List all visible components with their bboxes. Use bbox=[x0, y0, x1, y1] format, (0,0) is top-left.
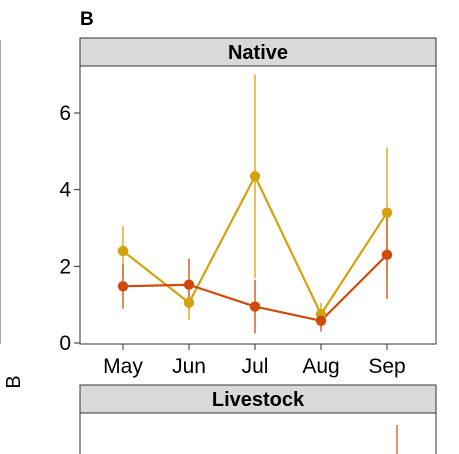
x-tick-label-jul: Jul bbox=[242, 355, 269, 378]
series-red-point-sep bbox=[381, 249, 393, 261]
series-gold-point-jul bbox=[249, 171, 261, 182]
native-points bbox=[117, 171, 393, 326]
livestock-plot-panel bbox=[79, 413, 437, 454]
y-axis-title: B bbox=[3, 375, 25, 388]
series-red-point-jun bbox=[183, 279, 195, 290]
series-red-point-may bbox=[117, 281, 129, 292]
series-gold-point-jun bbox=[183, 297, 195, 308]
x-tick-label-may: May bbox=[103, 355, 143, 378]
panel-letter: B bbox=[80, 9, 94, 30]
y-tick-label-0: 0 bbox=[59, 332, 71, 355]
native-strip-title: Native bbox=[228, 42, 288, 64]
native-plot-panel bbox=[79, 65, 437, 345]
native-strip bbox=[79, 37, 437, 67]
y-tick-label-2: 2 bbox=[59, 255, 71, 278]
series-gold-point-may bbox=[117, 245, 129, 257]
y-tick-label-6: 6 bbox=[59, 102, 71, 125]
y-tick-label-4: 4 bbox=[59, 179, 71, 202]
series-red-point-aug bbox=[315, 315, 327, 326]
native-axes: 0 2 4 6 May Jun Jul Aug Sep bbox=[59, 102, 405, 378]
x-tick-label-sep: Sep bbox=[368, 355, 405, 378]
livestock-strip bbox=[79, 384, 437, 414]
series-red-point-jul bbox=[249, 301, 261, 312]
x-tick-label-aug: Aug bbox=[302, 355, 339, 378]
x-tick-label-jun: Jun bbox=[172, 355, 206, 378]
livestock-strip-title: Livestock bbox=[212, 389, 305, 411]
series-gold-point-sep bbox=[381, 207, 393, 218]
